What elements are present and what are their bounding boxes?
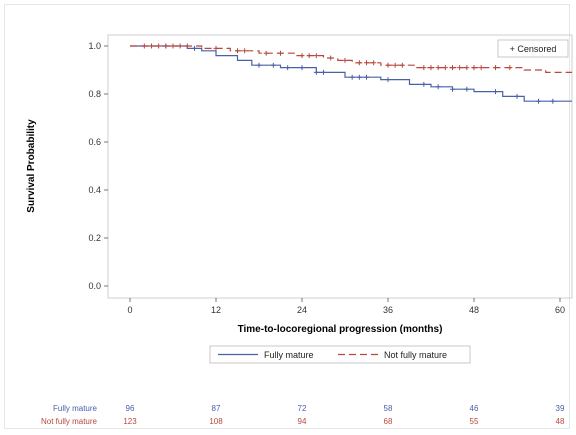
survival-curves [130, 43, 572, 104]
plot-area [107, 34, 573, 299]
censor-mark-fully-mature [550, 98, 556, 104]
y-axis: 0.0 0.2 0.4 0.6 0.8 1.0 [88, 41, 108, 291]
censor-mark-not-fully-mature [464, 65, 470, 71]
censored-legend: + Censored [497, 39, 569, 58]
censor-mark-not-fully-mature [478, 65, 484, 71]
censor-mark-fully-mature [349, 74, 355, 80]
censor-mark-not-fully-mature [421, 65, 427, 71]
at-risk-count-not-fully-mature: 94 [298, 417, 307, 426]
censor-mark-not-fully-mature [435, 65, 441, 71]
censor-mark-not-fully-mature [235, 48, 240, 54]
censor-mark-not-fully-mature [385, 62, 391, 68]
at-risk-count-fully-mature: 96 [126, 404, 135, 413]
y-axis-title: Survival Probability [26, 119, 37, 213]
censor-mark-fully-mature [385, 77, 391, 83]
censor-mark-fully-mature [313, 69, 319, 75]
censor-mark-not-fully-mature [163, 43, 169, 49]
y-tick-label: 0.4 [88, 185, 101, 195]
censor-mark-not-fully-mature [213, 45, 219, 51]
at-risk-count-not-fully-mature: 108 [209, 417, 223, 426]
x-axis: 0 12 24 36 48 60 [127, 298, 565, 315]
at-risk-table: Fully mature 96 87 72 58 46 39 Not fully mature… [41, 404, 565, 426]
censor-mark-fully-mature [256, 62, 262, 68]
at-risk-label-not-fully-mature: Not fully mature [41, 417, 98, 426]
x-tick-label: 36 [383, 305, 393, 315]
series-legend: Fully mature Not fully mature [209, 345, 471, 364]
chart-frame [4, 4, 570, 429]
censor-mark-not-fully-mature [242, 48, 248, 54]
censor-mark-not-fully-mature [263, 50, 269, 56]
censor-mark-fully-mature [285, 65, 291, 71]
censor-mark-not-fully-mature [392, 62, 398, 68]
censor-mark-not-fully-mature [299, 53, 305, 59]
censor-mark-fully-mature [514, 93, 520, 99]
censor-mark-fully-mature [493, 89, 498, 95]
censor-mark-fully-mature [356, 74, 362, 80]
censor-mark-not-fully-mature [141, 43, 147, 49]
censor-mark-fully-mature [536, 98, 541, 104]
x-tick-label: 0 [127, 305, 132, 315]
x-axis-title: Time-to-locoregional progression (months… [238, 324, 443, 335]
at-risk-count-not-fully-mature: 123 [123, 417, 137, 426]
legend-label-not-fully-mature: Not fully mature [384, 350, 447, 360]
censor-mark-not-fully-mature [493, 65, 498, 71]
at-risk-count-fully-mature: 87 [212, 404, 221, 413]
at-risk-count-fully-mature: 72 [298, 404, 307, 413]
censor-mark-fully-mature [450, 86, 455, 92]
censor-mark-not-fully-mature [457, 65, 463, 71]
censor-mark-not-fully-mature [399, 62, 405, 68]
censor-mark-not-fully-mature [149, 43, 154, 49]
y-tick-label: 0.8 [88, 89, 101, 99]
y-tick-label: 1.0 [88, 41, 101, 51]
censor-mark-fully-mature [270, 62, 276, 68]
censored-legend-box [497, 39, 569, 58]
at-risk-label-fully-mature: Fully mature [53, 404, 98, 413]
y-tick-label: 0.6 [88, 137, 101, 147]
survival-line-fully-mature [130, 45, 572, 102]
y-tick-label: 0.0 [88, 281, 101, 291]
censor-mark-not-fully-mature [184, 43, 190, 49]
censor-mark-not-fully-mature [450, 65, 455, 71]
x-tick-label: 60 [555, 305, 565, 315]
y-tick-label: 0.2 [88, 233, 101, 243]
x-tick-label: 12 [211, 305, 221, 315]
at-risk-count-not-fully-mature: 68 [384, 417, 393, 426]
censor-mark-not-fully-mature [342, 57, 348, 63]
censor-mark-not-fully-mature [306, 53, 312, 59]
censor-mark-not-fully-mature [471, 65, 477, 71]
censor-mark-not-fully-mature [442, 65, 448, 71]
x-tick-label: 48 [469, 305, 479, 315]
censor-mark-not-fully-mature [156, 43, 162, 49]
censor-mark-not-fully-mature [371, 60, 377, 66]
legend-label-fully-mature: Fully mature [264, 350, 314, 360]
at-risk-count-not-fully-mature: 55 [470, 417, 479, 426]
survival-line-not-fully-mature [130, 45, 572, 73]
censor-mark-not-fully-mature [177, 43, 183, 49]
censor-mark-not-fully-mature [428, 65, 434, 71]
at-risk-count-fully-mature: 46 [470, 404, 479, 413]
censor-mark-not-fully-mature [313, 53, 319, 59]
censor-mark-not-fully-mature [507, 65, 513, 71]
censor-mark-fully-mature [192, 45, 197, 51]
censor-mark-fully-mature [321, 69, 326, 75]
censor-mark-fully-mature [299, 65, 305, 71]
censored-legend-label: + Censored [510, 44, 557, 54]
censor-mark-fully-mature [464, 86, 470, 92]
censor-mark-fully-mature [421, 81, 427, 87]
censor-mark-not-fully-mature [170, 43, 176, 49]
at-risk-count-not-fully-mature: 48 [556, 417, 565, 426]
at-risk-count-fully-mature: 58 [384, 404, 393, 413]
censor-mark-fully-mature [435, 84, 441, 90]
x-tick-label: 24 [297, 305, 307, 315]
censor-mark-fully-mature [364, 74, 369, 80]
at-risk-count-fully-mature: 39 [556, 404, 565, 413]
censor-mark-not-fully-mature [328, 55, 334, 61]
censor-mark-not-fully-mature [364, 60, 369, 66]
censor-mark-not-fully-mature [356, 60, 362, 66]
censor-mark-not-fully-mature [278, 50, 283, 56]
